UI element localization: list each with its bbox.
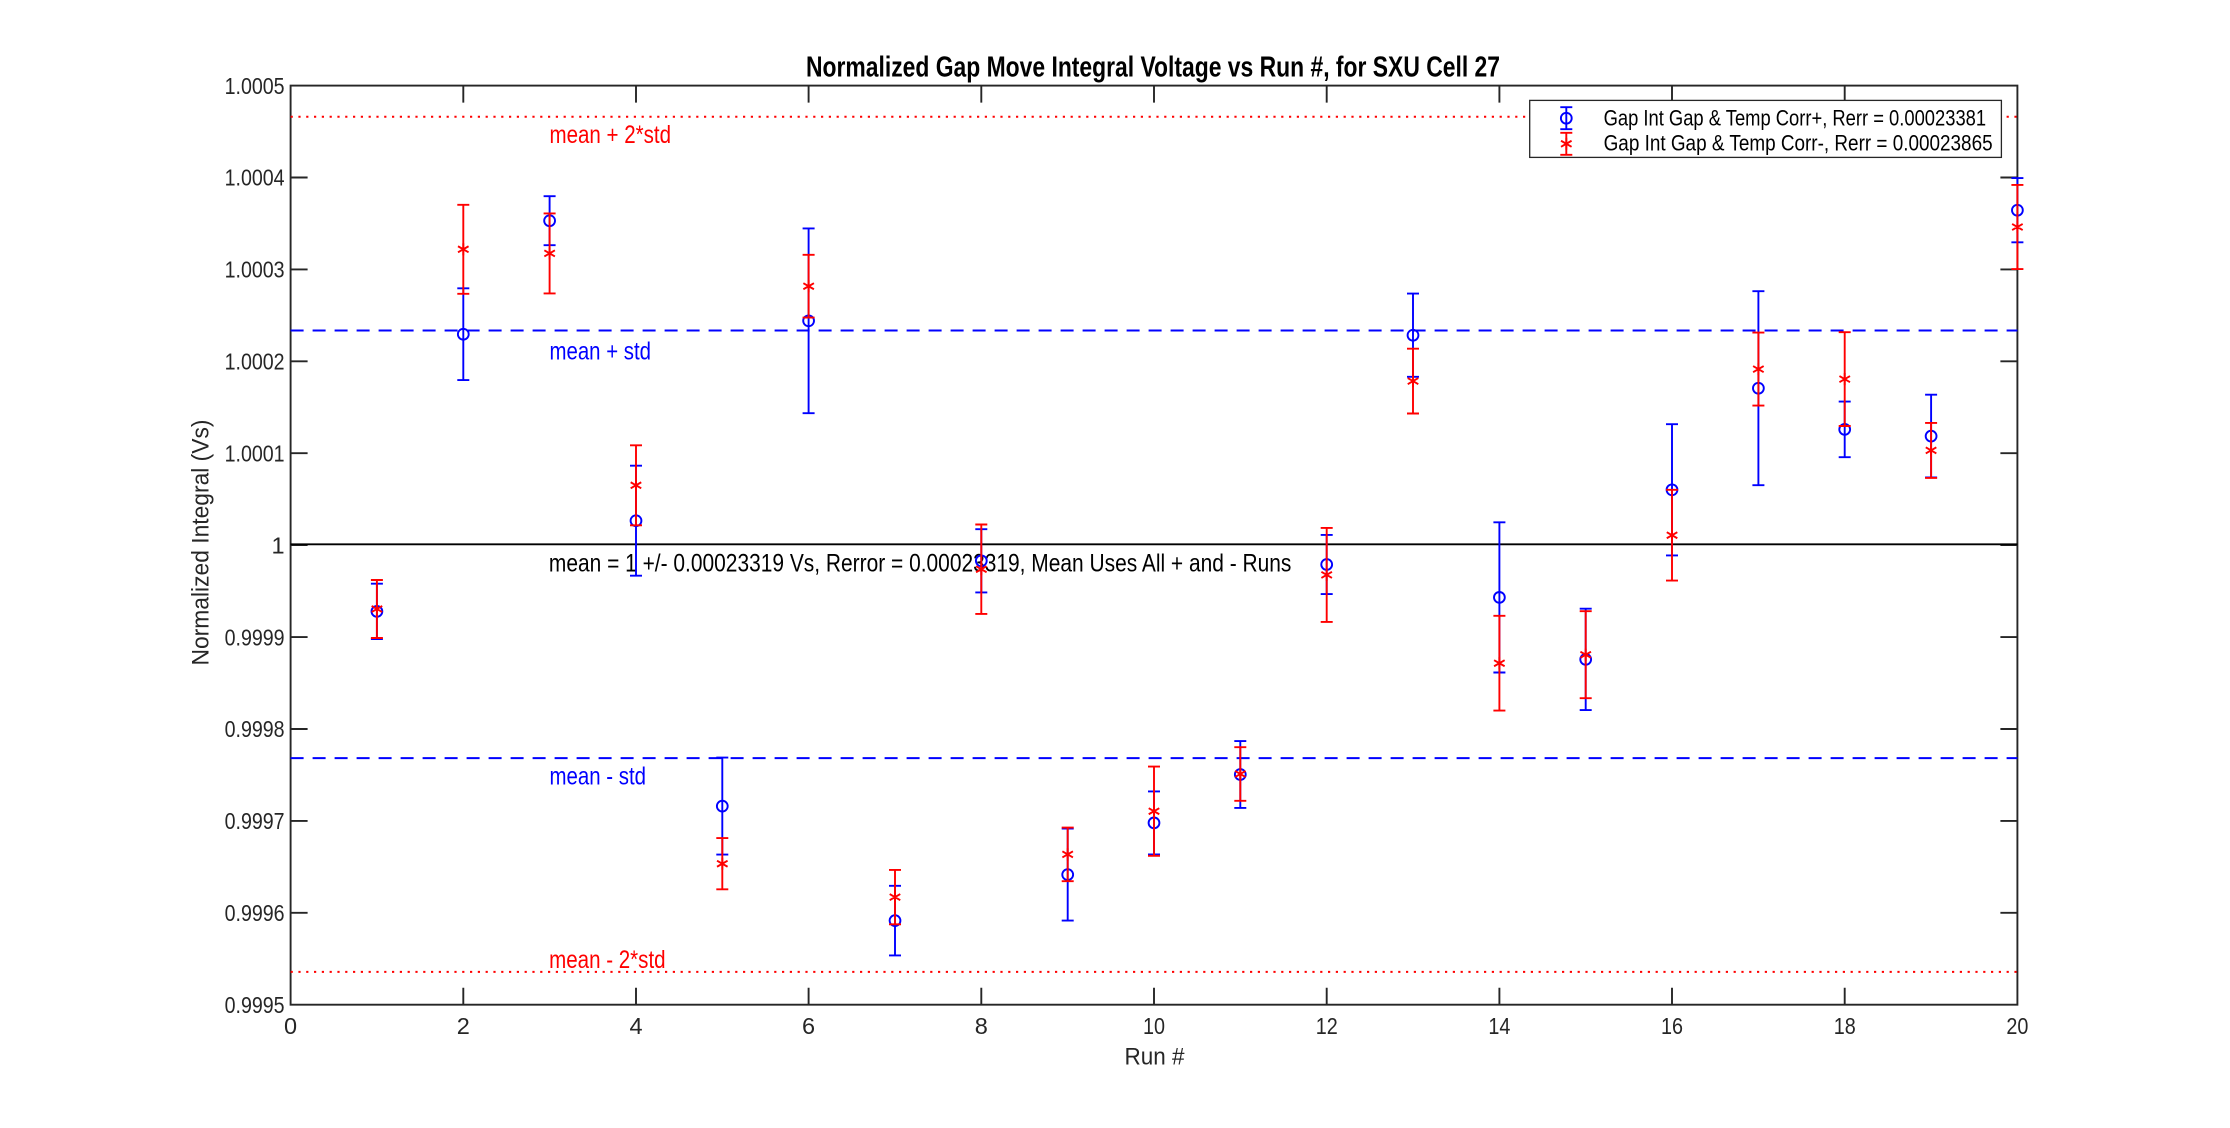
svg-text:4: 4 [629,1013,642,1039]
svg-text:mean = 1 +/- 0.00023319 Vs, Re: mean = 1 +/- 0.00023319 Vs, Rerror = 0.0… [549,550,1292,578]
svg-text:Normalized Gap Move Integral V: Normalized Gap Move Integral Voltage vs … [806,52,1500,84]
svg-text:0.9997: 0.9997 [225,808,285,834]
svg-text:16: 16 [1661,1013,1683,1039]
svg-text:0.9995: 0.9995 [225,992,285,1018]
svg-text:1.0005: 1.0005 [225,73,285,99]
svg-text:mean - 2*std: mean - 2*std [549,946,666,974]
svg-text:6: 6 [802,1013,815,1039]
svg-text:18: 18 [1834,1013,1856,1039]
svg-text:12: 12 [1316,1013,1338,1039]
svg-text:Run #: Run # [1125,1043,1185,1070]
svg-text:mean + std: mean + std [550,338,652,366]
svg-text:0.9996: 0.9996 [225,900,285,926]
svg-text:1.0002: 1.0002 [225,349,285,375]
svg-text:Gap Int Gap & Temp Corr-, Rer: Gap Int Gap & Temp Corr-, Rerr = 0.00023… [1604,131,1993,156]
svg-text:1.0003: 1.0003 [225,257,285,283]
svg-text:Gap Int Gap & Temp Corr+, Rerr: Gap Int Gap & Temp Corr+, Rerr = 0.00023… [1604,106,1987,131]
svg-text:2: 2 [457,1013,470,1039]
svg-text:0.9998: 0.9998 [225,716,285,742]
svg-text:20: 20 [2006,1013,2028,1039]
svg-text:8: 8 [975,1013,988,1039]
svg-text:mean - std: mean - std [550,763,647,791]
svg-text:1: 1 [272,532,285,558]
svg-text:1.0001: 1.0001 [225,440,285,466]
svg-text:1.0004: 1.0004 [225,165,285,191]
svg-text:Normalized Integral (Vs): Normalized Integral (Vs) [188,420,215,666]
svg-text:0: 0 [284,1013,297,1039]
svg-text:mean + 2*std: mean + 2*std [550,121,672,149]
svg-text:0.9999: 0.9999 [225,624,285,650]
svg-text:14: 14 [1488,1013,1510,1039]
svg-text:10: 10 [1143,1013,1165,1039]
